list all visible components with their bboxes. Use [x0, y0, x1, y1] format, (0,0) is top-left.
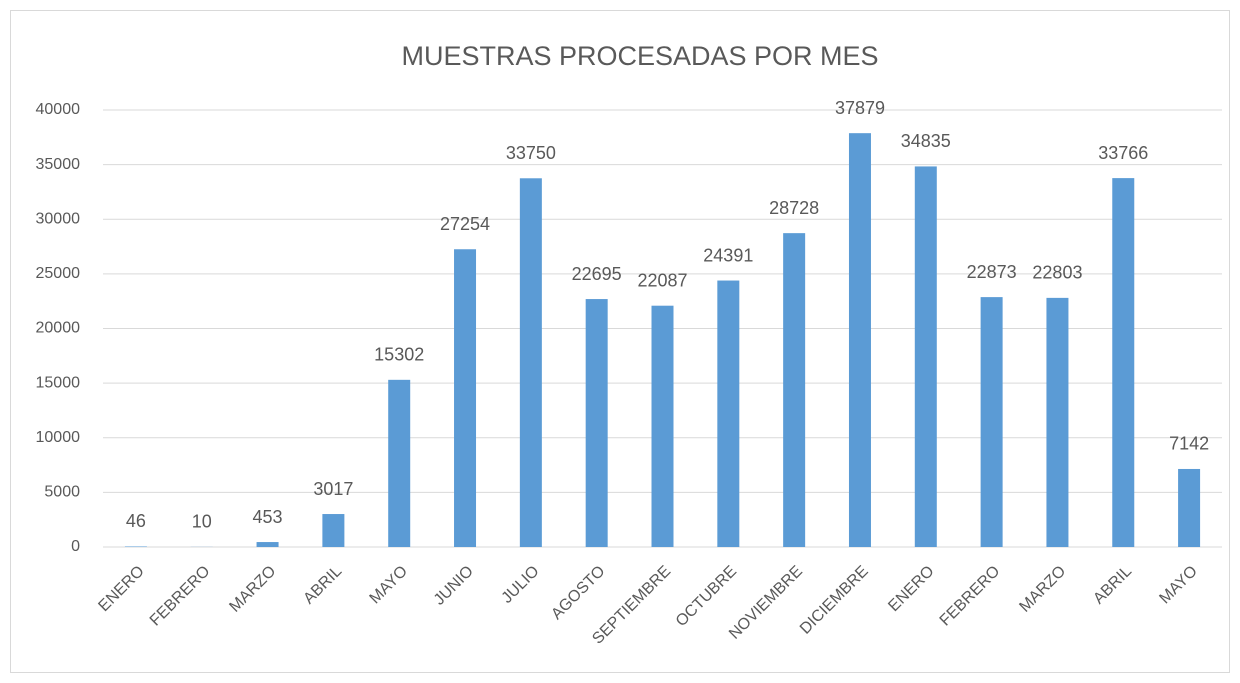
bar [717, 280, 740, 547]
data-label: 28728 [769, 198, 819, 218]
data-label: 22695 [572, 264, 622, 284]
y-tick-label: 20000 [36, 320, 81, 337]
data-label: 33750 [506, 143, 556, 163]
bar [980, 297, 1003, 547]
data-label: 22087 [637, 270, 687, 290]
bar [783, 233, 806, 547]
bar [848, 133, 871, 547]
data-label: 27254 [440, 214, 490, 234]
y-tick-label: 0 [71, 538, 80, 555]
y-tick-label: 30000 [36, 210, 81, 227]
bar [1046, 297, 1069, 547]
chart-title: MUESTRAS PROCESADAS POR MES [401, 41, 878, 71]
data-label: 10 [192, 512, 212, 532]
bar [651, 305, 674, 547]
bar [585, 299, 608, 547]
data-label: 22873 [967, 262, 1017, 282]
y-tick-label: 40000 [36, 101, 81, 118]
y-tick-label: 25000 [36, 265, 81, 282]
y-tick-label: 15000 [36, 374, 81, 391]
data-label: 33766 [1098, 143, 1148, 163]
data-label: 46 [126, 511, 146, 531]
chart-border [10, 10, 1230, 673]
bar [914, 166, 937, 548]
bar [1112, 178, 1135, 547]
data-label: 24391 [703, 245, 753, 265]
y-tick-label: 5000 [44, 484, 80, 501]
data-label: 3017 [313, 479, 353, 499]
data-label: 37879 [835, 98, 885, 118]
bar [256, 542, 279, 547]
bar [124, 546, 147, 547]
bar [322, 514, 345, 547]
bar [388, 379, 411, 547]
data-label: 22803 [1032, 263, 1082, 283]
data-label: 15302 [374, 345, 424, 365]
data-label: 34835 [901, 131, 951, 151]
y-tick-label: 35000 [36, 156, 81, 173]
bar [1178, 468, 1201, 547]
y-tick-label: 10000 [36, 429, 81, 446]
bar [454, 249, 477, 547]
data-label: 453 [253, 507, 283, 527]
bar [519, 178, 542, 547]
data-label: 7142 [1169, 434, 1209, 454]
